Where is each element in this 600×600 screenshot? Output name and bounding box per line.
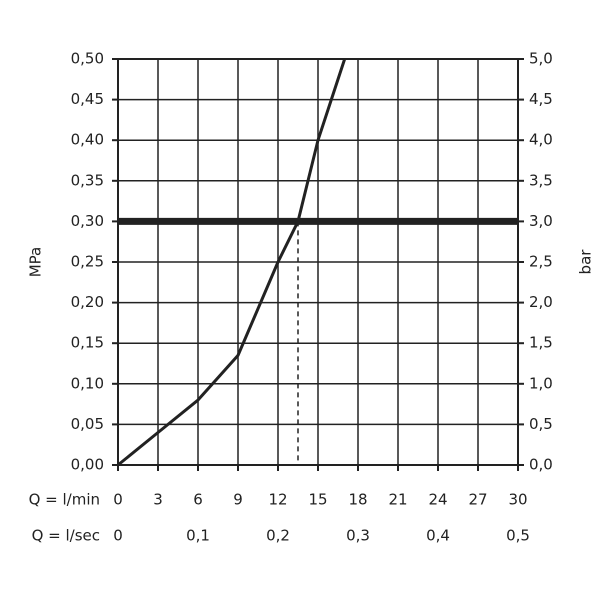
y-axis-title: MPa xyxy=(27,247,45,278)
plot-frame xyxy=(117,58,519,466)
y2-tick-label: 3,0 xyxy=(529,212,553,230)
y2-tick-label: 0,0 xyxy=(529,456,553,474)
y2-tick-label: 2,5 xyxy=(529,253,553,271)
y-tick-label: 0,45 xyxy=(71,90,104,108)
x-tick-label: 0 xyxy=(113,491,123,509)
x-tick-label: 6 xyxy=(193,491,203,509)
y2-tick-label: 1,0 xyxy=(529,374,553,392)
y-tick-label: 0,40 xyxy=(71,131,104,149)
y2-tick-label: 4,0 xyxy=(529,131,553,149)
x2-tick-label: 0,4 xyxy=(426,527,450,545)
x-tick-label: 9 xyxy=(233,491,243,509)
x2-tick-label: 0,5 xyxy=(506,527,530,545)
flow-curve xyxy=(117,58,347,467)
y2-tick-label: 4,5 xyxy=(529,90,553,108)
x-tick-label: 30 xyxy=(508,491,527,509)
x2-axis-title: Q = l/sec xyxy=(32,527,100,545)
x2-tick-label: 0 xyxy=(113,527,123,545)
y-tick-label: 0,50 xyxy=(71,50,104,68)
y-tick-label: 0,10 xyxy=(71,374,104,392)
y2-tick-label: 3,5 xyxy=(529,171,553,189)
y2-tick-label: 0,5 xyxy=(529,415,553,433)
y-tick-label: 0,35 xyxy=(71,171,104,189)
y2-tick-label: 5,0 xyxy=(529,50,553,68)
x-tick-label: 12 xyxy=(268,491,287,509)
x-axis-title: Q = l/min xyxy=(29,491,100,509)
y-tick-label: 0,20 xyxy=(71,293,104,311)
x-tick-label: 15 xyxy=(308,491,327,509)
x-tick-label: 18 xyxy=(348,491,367,509)
y-tick-label: 0,05 xyxy=(71,415,104,433)
x-tick-label: 24 xyxy=(428,491,447,509)
x2-tick-label: 0,1 xyxy=(186,527,210,545)
y-tick-label: 0,25 xyxy=(71,253,104,271)
y2-tick-label: 2,0 xyxy=(529,293,553,311)
x2-tick-label: 0,2 xyxy=(266,527,290,545)
x-tick-label: 27 xyxy=(468,491,487,509)
x2-tick-label: 0,3 xyxy=(346,527,370,545)
y-tick-label: 0,00 xyxy=(71,456,104,474)
y-tick-label: 0,30 xyxy=(71,212,104,230)
y2-tick-label: 1,5 xyxy=(529,334,553,352)
y-tick-label: 0,15 xyxy=(71,334,104,352)
x-tick-label: 21 xyxy=(388,491,407,509)
y2-axis-title: bar xyxy=(577,249,595,275)
x-tick-label: 3 xyxy=(153,491,163,509)
